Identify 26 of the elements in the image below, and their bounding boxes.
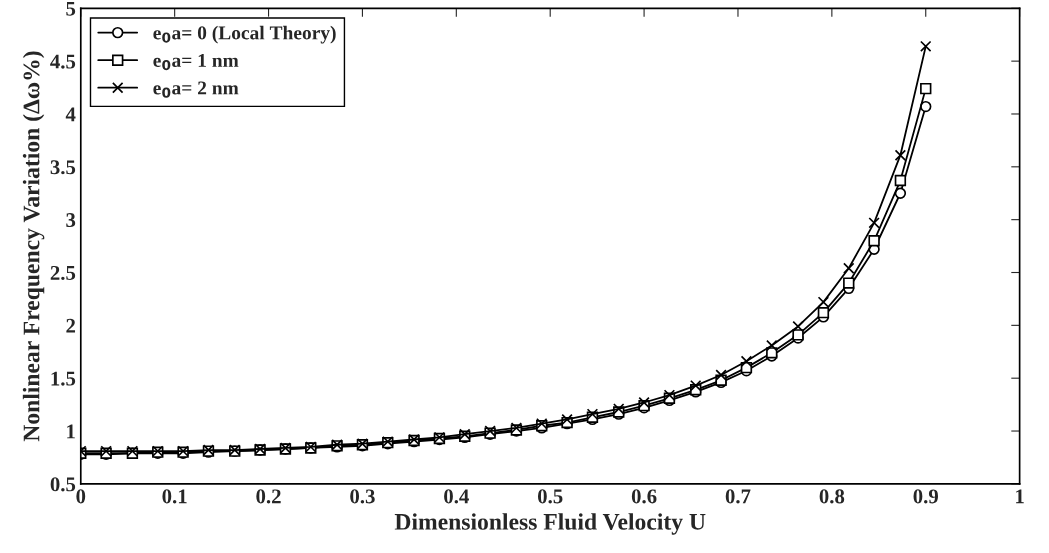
y-axis-title: Nonlinear Frequency Variation (Δω%) — [22, 51, 45, 442]
y-tick-label: 4.5 — [50, 54, 76, 69]
y-tick-label: 1 — [67, 424, 75, 439]
x-tick-label: 0.1 — [162, 489, 187, 504]
y-tick-label: 5 — [66, 1, 76, 16]
y-tick-label: 3 — [66, 213, 76, 228]
legend-label: e$_{0}$a= 2 nm — [153, 81, 239, 98]
y-tick-label: 3.5 — [50, 160, 76, 175]
y-tick-label: 4 — [65, 107, 76, 122]
x-tick-label: 0.3 — [350, 489, 375, 504]
y-tick-label: 0.5 — [50, 477, 76, 492]
y-tick-label: 2 — [66, 318, 76, 333]
x-tick-label: 0.5 — [537, 489, 563, 504]
x-tick-label: 0.7 — [725, 489, 751, 504]
x-axis-title: Dimensionless Fluid Velocity U — [394, 513, 706, 535]
x-tick-label: 0.2 — [256, 489, 281, 504]
x-tick-label: 0.6 — [631, 489, 657, 504]
legend-label: e$_{0}$a= 1 nm — [153, 53, 239, 71]
y-tick-label: 1.5 — [51, 371, 76, 386]
x-tick-label: 0.9 — [913, 489, 939, 504]
y-tick-label: 2.5 — [50, 265, 76, 281]
x-tick-label: 0.8 — [819, 489, 845, 504]
legend-label: e$_{0}$a= 0 (Local Theory) — [153, 25, 336, 44]
x-tick-label: 0 — [76, 489, 86, 504]
x-tick-label: 1 — [1016, 489, 1024, 504]
x-tick-label: 0.4 — [444, 489, 469, 504]
